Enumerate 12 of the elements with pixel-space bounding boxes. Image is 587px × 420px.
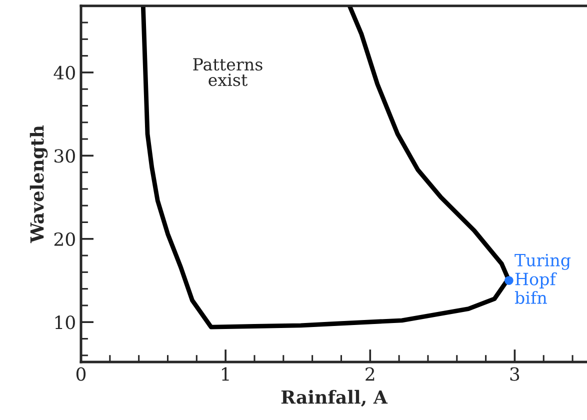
y-axis-title: Wavelength (30, 125, 48, 244)
annotation: Patterns exist (193, 58, 262, 86)
x-tick-label: 3 (510, 367, 520, 381)
y-tick-label: 30 (54, 149, 75, 163)
y-tick-label: 20 (54, 232, 75, 246)
x-tick-label: 0 (76, 367, 86, 381)
x-axis-title: Rainfall, A (281, 390, 388, 407)
annotation: Turing Hopf bifn (514, 254, 571, 304)
y-tick-label: 40 (54, 66, 75, 80)
x-tick-label: 1 (222, 367, 229, 381)
y-tick-label: 10 (55, 316, 75, 330)
x-tick-label: 2 (366, 367, 374, 381)
